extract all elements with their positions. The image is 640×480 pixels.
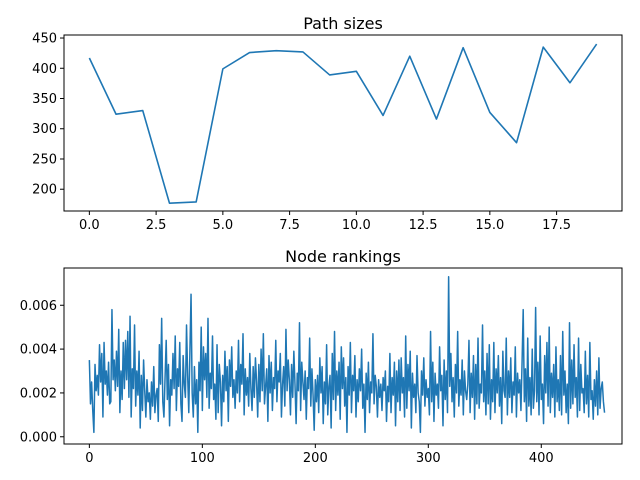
x-ticks: 0.0 2.5 5.0 7.5 10.0 12.5 15.0 17.5 (79, 211, 571, 233)
chart-title: Node rankings (285, 247, 401, 266)
y-tick-label: 200 (32, 183, 57, 198)
x-tick-label: 7.5 (279, 218, 300, 233)
y-tick-label: 250 (32, 152, 57, 167)
y-tick-label: 450 (32, 32, 57, 47)
x-tick-label: 10.0 (342, 218, 371, 233)
x-tick-label: 0.0 (79, 218, 100, 233)
x-tick-label: 300 (416, 451, 441, 466)
chart-title: Path sizes (303, 14, 383, 33)
series-line-0 (88, 43, 598, 204)
x-tick-label: 100 (190, 451, 215, 466)
y-ticks: 200 250 300 350 400 450 (32, 32, 64, 198)
x-tick-label: 0 (85, 451, 93, 466)
x-tick-label: 5.0 (213, 218, 234, 233)
y-tick-label: 300 (32, 122, 57, 137)
x-tick-label: 17.5 (542, 218, 571, 233)
x-tick-label: 2.5 (146, 218, 167, 233)
x-tick-label: 12.5 (409, 218, 438, 233)
y-tick-label: 0.006 (20, 299, 57, 314)
y-tick-label: 0.004 (20, 343, 57, 358)
axes-frame (63, 34, 623, 212)
y-ticks: 0.000 0.002 0.004 0.006 (20, 299, 64, 445)
node-rankings-series-group (88, 276, 606, 434)
y-tick-label: 400 (32, 62, 57, 77)
series-line-0 (88, 276, 606, 434)
x-tick-label: 15.0 (475, 218, 504, 233)
x-tick-label: 400 (529, 451, 554, 466)
x-tick-label: 200 (303, 451, 328, 466)
y-tick-label: 350 (32, 92, 57, 107)
chart-node-rankings: Node rankings 0 100 200 300 400 0.0000.0020.… (20, 247, 623, 466)
y-tick-label: 0.002 (20, 386, 57, 401)
path-sizes-series-group (88, 43, 598, 204)
chart-path-sizes: Path sizes 0.0 2.5 5.0 7.5 10.0 12.5 15.0 17.5 … (32, 14, 623, 233)
x-ticks: 0 100 200 300 400 (85, 444, 554, 466)
axes-frame (63, 267, 623, 445)
y-tick-label: 0.000 (20, 430, 57, 445)
